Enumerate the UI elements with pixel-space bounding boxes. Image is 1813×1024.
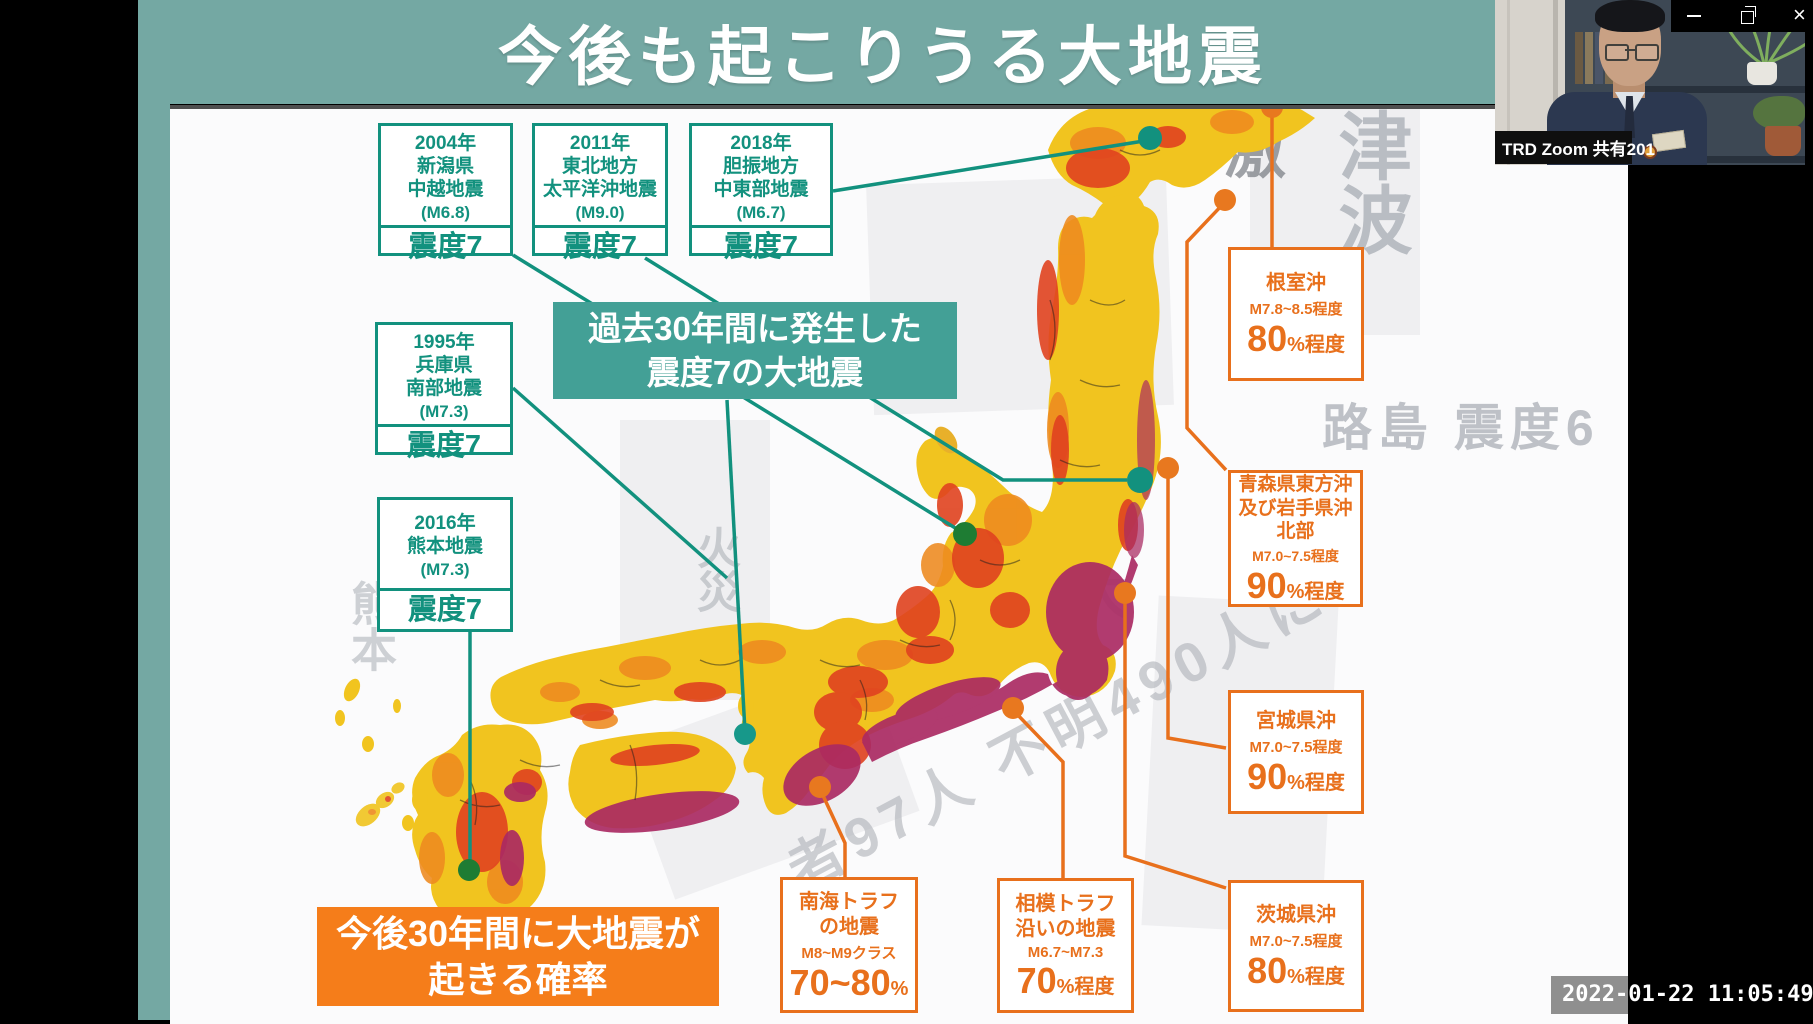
page-title: 今後も起こりうる大地震 — [498, 22, 1268, 93]
quake-intensity: 震度7 — [381, 224, 510, 266]
quake-intensity: 震度7 — [378, 423, 510, 465]
past-quake-box-hyogo: 1995年 兵庫県 南部地震 (M7.3) 震度7 — [375, 322, 513, 462]
timestamp-background — [1551, 976, 1628, 1014]
lapel-pin — [1643, 145, 1657, 159]
quake-probability: 70~80% — [789, 961, 909, 1003]
shelf-board — [1623, 86, 1813, 93]
presenter-hair — [1595, 0, 1665, 32]
quake-name: 茨城県沖 — [1256, 904, 1336, 926]
quake-name: 相模トラフ 沿いの地震 — [1015, 893, 1116, 940]
quake-probability: 90%程度 — [1246, 565, 1345, 607]
quake-magnitude: M6.7~M7.3 — [1027, 944, 1104, 961]
door-frame — [1507, 0, 1510, 165]
quake-magnitude: M8~M9クラス — [801, 944, 897, 962]
legend-line: 震度7の大地震 — [646, 353, 864, 391]
shared-slide: 島激 津波 路島 震度6 火災 者97人 不明490人に 熊本 大 — [170, 105, 1628, 1024]
quake-year: 2011年 — [569, 133, 631, 154]
quake-name: 胆振地方 中東部地震 — [713, 156, 809, 200]
restore-icon[interactable] — [1741, 6, 1756, 24]
glasses-icon — [1605, 44, 1629, 61]
ghost-headline-tsunami: 津波 — [1328, 108, 1411, 256]
future-quake-box-nemuro: 根室沖 M7.8~8.5程度 80%程度 — [1228, 247, 1364, 381]
ivy-plant-icon — [1753, 96, 1805, 130]
legend-line: 今後30年間に大地震が — [335, 912, 701, 954]
glasses-icon — [1635, 44, 1659, 61]
quake-name: 兵庫県 南部地震 — [405, 355, 482, 399]
quake-magnitude: M7.8~8.5程度 — [1249, 301, 1343, 318]
future-quake-box-aomori-iwate: 青森県東方沖 及び岩手県沖 北部 M7.0~7.5程度 90%程度 — [1228, 470, 1363, 607]
ghost-headline: 路島 震度6 — [1322, 400, 1600, 456]
plant-pot — [1747, 62, 1777, 85]
legend-line: 起きる確率 — [428, 958, 608, 1000]
shelf-board — [1623, 156, 1813, 163]
future-quake-box-sagami: 相模トラフ 沿いの地震 M6.7~M7.3 70%程度 — [997, 878, 1134, 1013]
close-icon[interactable]: × — [1793, 2, 1806, 27]
past-quakes-legend: 過去30年間に発生した 震度7の大地震 — [553, 302, 957, 399]
quake-intensity: 震度7 — [692, 224, 830, 266]
book — [1575, 32, 1583, 84]
past-quake-box-niigata: 2004年 新潟県 中越地震 (M6.8) 震度7 — [378, 123, 513, 263]
quake-year: 2018年 — [730, 133, 792, 154]
ghost-headline: 火災 — [690, 525, 739, 613]
quake-name: 新潟県 中越地震 — [407, 156, 484, 200]
quake-probability: 80%程度 — [1247, 318, 1345, 359]
participant-name-label: TRD Zoom 共有201 — [1495, 131, 1655, 164]
mini-inset-map — [355, 782, 405, 827]
slide-left-margin — [138, 0, 170, 1020]
quake-name: 宮城県沖 — [1256, 710, 1336, 732]
ghost-headline: 大 — [1070, 560, 1129, 625]
quake-magnitude: (M7.3) — [419, 401, 469, 421]
quake-name: 根室沖 — [1266, 272, 1326, 294]
legend-line: 過去30年間に発生した — [588, 309, 922, 347]
quake-name: 青森県東方沖 及び岩手県沖 北部 — [1238, 473, 1353, 543]
quake-year: 2004年 — [414, 133, 477, 154]
quake-probability: 70%程度 — [1016, 960, 1115, 1001]
future-probability-legend: 今後30年間に大地震が 起きる確率 — [317, 907, 719, 1006]
quake-name: 南海トラフ の地震 — [799, 890, 899, 938]
quake-magnitude: (M6.8) — [420, 202, 471, 222]
minimize-icon[interactable] — [1687, 15, 1701, 17]
quake-magnitude: M7.0~7.5程度 — [1249, 739, 1343, 756]
quake-year: 1995年 — [413, 332, 475, 353]
quake-magnitude: (M9.0) — [575, 202, 625, 222]
quake-magnitude: (M7.3) — [420, 559, 470, 579]
door-frame — [1553, 0, 1558, 165]
letterbox-right — [1628, 103, 1813, 1020]
quake-magnitude: (M6.7) — [736, 202, 786, 222]
quake-probability: 90%程度 — [1247, 756, 1345, 797]
glasses-bridge — [1625, 49, 1635, 51]
future-quake-box-nankai: 南海トラフ の地震 M8~M9クラス 70~80% — [780, 877, 918, 1013]
window-titlebar: × — [1671, 0, 1813, 32]
future-quake-box-ibaraki: 茨城県沖 M7.0~7.5程度 80%程度 — [1228, 880, 1364, 1012]
quake-intensity: 震度7 — [380, 588, 510, 629]
past-quake-box-kumamoto: 2016年 熊本地震 (M7.3) 震度7 — [377, 497, 513, 632]
book — [1585, 32, 1593, 84]
quake-name: 熊本地震 — [406, 536, 483, 558]
quake-intensity: 震度7 — [535, 224, 665, 266]
quake-name: 東北地方 太平洋沖地震 — [542, 156, 657, 200]
quake-year: 2016年 — [414, 513, 476, 535]
quake-magnitude: M7.0~7.5程度 — [1249, 933, 1343, 950]
past-quake-box-iburi: 2018年 胆振地方 中東部地震 (M6.7) 震度7 — [689, 123, 833, 263]
terracotta-pot — [1765, 126, 1801, 156]
future-quake-box-miyagi: 宮城県沖 M7.0~7.5程度 90%程度 — [1228, 690, 1364, 814]
slide-header: 今後も起こりうる大地震 — [138, 0, 1628, 104]
quake-probability: 80%程度 — [1247, 950, 1345, 991]
timestamp: 2022-01-22 11:05:49 — [1562, 982, 1813, 1007]
past-quake-box-tohoku: 2011年 東北地方 太平洋沖地震 (M9.0) 震度7 — [532, 123, 668, 263]
ghost-headline: 島激 — [1150, 117, 1299, 186]
presenter-tie — [1624, 96, 1635, 138]
video-edge-bar — [1805, 0, 1813, 165]
quake-magnitude: M7.0~7.5程度 — [1252, 548, 1339, 565]
